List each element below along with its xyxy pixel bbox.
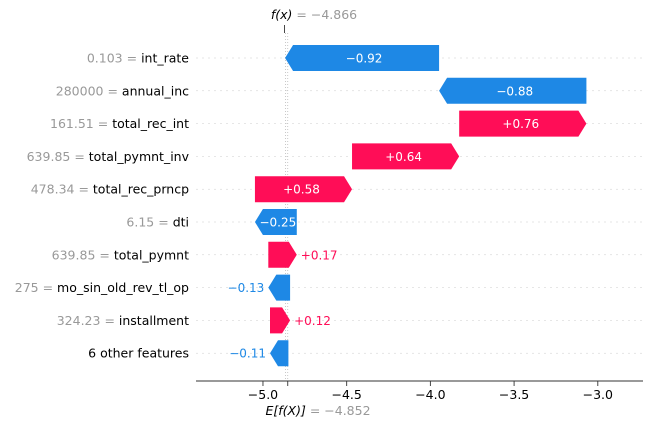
ev-label-prefix: E[f(X)] [265, 403, 305, 418]
fx-label-value: = −4.866 [292, 7, 357, 22]
feature-equals: = [74, 182, 92, 197]
negative-bar [439, 77, 587, 104]
feature-label: 478.34 = total_rec_prncp [31, 182, 189, 197]
bar-value-label: +0.17 [301, 248, 338, 262]
x-tick-label: −3.0 [583, 387, 613, 402]
bar-value-label: −0.11 [229, 347, 266, 361]
expected-value-label: E[f(X)] = −4.852 [265, 403, 370, 418]
positive-bar [459, 110, 587, 137]
x-tick-label: −3.5 [499, 387, 529, 402]
x-tick-label: −4.5 [331, 387, 361, 402]
feature-equals: = [95, 247, 113, 262]
feature-value: 639.85 [52, 247, 96, 262]
feature-value: 6.15 [126, 215, 154, 230]
x-tick-label: −5.0 [248, 387, 278, 402]
positive-bar [254, 176, 353, 203]
feature-equals: = [123, 51, 141, 66]
ev-label-value: = −4.852 [306, 403, 371, 418]
negative-bar [268, 274, 291, 301]
feature-name: dti [173, 215, 189, 230]
feature-label: 6 other features [88, 346, 189, 361]
positive-bar [352, 143, 460, 170]
feature-label: 161.51 = total_rec_int [50, 116, 189, 131]
bar-value-label: −0.25 [259, 216, 296, 230]
feature-equals: = [104, 83, 122, 98]
bar-value-label: +0.58 [283, 183, 320, 197]
feature-label: 639.85 = total_pymnt [52, 247, 189, 262]
feature-equals: = [94, 116, 112, 131]
feature-label: 639.85 = total_pymnt_inv [27, 149, 190, 164]
bar-value-label: +0.64 [385, 150, 422, 164]
negative-bar [285, 45, 440, 71]
feature-name: total_pymnt_inv [89, 149, 190, 164]
feature-value: 478.34 [31, 182, 75, 197]
fx-label-prefix: f(x) [271, 7, 293, 22]
feature-equals: = [39, 280, 57, 295]
feature-name: total_rec_prncp [93, 182, 189, 197]
feature-equals: = [154, 215, 172, 230]
feature-value: 639.85 [27, 149, 71, 164]
bars: −0.92 −0.88 +0.76 +0.64 +0.58 −0.25 +0.17 −0.13… [228, 45, 587, 367]
bar-value-label: +0.76 [502, 117, 539, 131]
bar-value-label: −0.88 [496, 84, 533, 98]
x-tick-label: −4.0 [415, 387, 445, 402]
feature-label: 0.103 = int_rate [87, 51, 189, 66]
x-ticks: −5.0 −4.5 −4.0 −3.5 −3.0 [248, 381, 613, 402]
bar-value-label: +0.12 [294, 314, 331, 328]
bar-value-label: −0.13 [228, 281, 265, 295]
feature-name: annual_inc [122, 83, 189, 98]
feature-value: 0.103 [87, 51, 123, 66]
feature-name: mo_sin_old_rev_tl_op [57, 280, 189, 295]
feature-name: total_rec_int [112, 116, 189, 131]
feature-name: 6 other features [88, 346, 189, 361]
feature-labels: 0.103 = int_rate 280000 = annual_inc 161.5… [15, 51, 190, 361]
feature-equals: = [70, 149, 88, 164]
fx-label: f(x) = −4.866 [271, 7, 357, 22]
feature-name: total_pymnt [114, 247, 189, 262]
feature-value: 324.23 [57, 313, 101, 328]
feature-name: int_rate [141, 51, 189, 66]
feature-equals: = [100, 313, 118, 328]
feature-name: installment [119, 313, 189, 328]
positive-bar [269, 307, 291, 334]
positive-bar [268, 241, 297, 268]
bar-value-label: −0.92 [346, 52, 383, 66]
feature-label: 280000 = annual_inc [56, 83, 189, 98]
feature-label: 275 = mo_sin_old_rev_tl_op [15, 280, 189, 295]
negative-bar [269, 340, 289, 367]
feature-value: 275 [15, 280, 39, 295]
feature-label: 6.15 = dti [126, 215, 189, 230]
negative-bar [254, 209, 297, 235]
feature-value: 280000 [56, 83, 104, 98]
feature-value: 161.51 [50, 116, 94, 131]
feature-label: 324.23 = installment [57, 313, 189, 328]
